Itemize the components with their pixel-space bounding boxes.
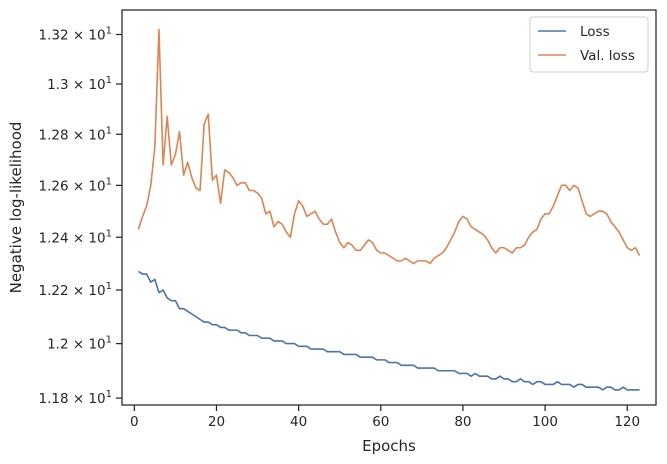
x-axis-ticks: 0 20 40 60 80 100 120 <box>130 405 640 430</box>
series-line-loss <box>137 270 640 391</box>
y-tick-label: 1.26 × 101 <box>38 176 112 194</box>
y-tick-exponent: 1 <box>106 176 112 187</box>
series-lines <box>137 28 641 391</box>
series-line-val-loss <box>137 28 641 265</box>
x-tick-label: 0 <box>130 414 139 430</box>
x-tick-label: 100 <box>532 414 558 430</box>
legend-label-val-loss: Val. loss <box>580 48 635 64</box>
legend: Loss Val. loss <box>529 16 649 73</box>
x-axis-label: Epochs <box>362 437 416 455</box>
y-tick-label: 1.32 × 101 <box>38 25 112 43</box>
y-axis-label: Negative log-likelihood <box>7 122 25 294</box>
y-tick-exponent: 1 <box>106 389 112 400</box>
y-tick-label: 1.2 × 101 <box>47 335 112 353</box>
y-tick-exponent: 1 <box>106 25 112 36</box>
y-tick-exponent: 1 <box>106 125 112 136</box>
y-tick-label: 1.18 × 101 <box>38 389 112 407</box>
y-tick-exponent: 1 <box>106 281 112 292</box>
y-tick-label: 1.28 × 101 <box>38 125 112 143</box>
y-tick-label: 1.22 × 101 <box>38 281 112 299</box>
y-tick-label: 1.3 × 101 <box>47 75 112 93</box>
plot-frame <box>121 9 657 406</box>
y-tick-exponent: 1 <box>106 335 112 346</box>
y-tick-exponent: 1 <box>106 75 112 86</box>
legend-label-loss: Loss <box>580 24 610 40</box>
x-tick-label: 20 <box>208 414 225 430</box>
x-tick-label: 40 <box>290 414 307 430</box>
x-tick-label: 120 <box>614 414 640 430</box>
x-tick-label: 60 <box>372 414 389 430</box>
y-tick-exponent: 1 <box>106 228 112 239</box>
y-tick-label: 1.24 × 101 <box>38 228 112 246</box>
x-tick-label: 80 <box>454 414 471 430</box>
